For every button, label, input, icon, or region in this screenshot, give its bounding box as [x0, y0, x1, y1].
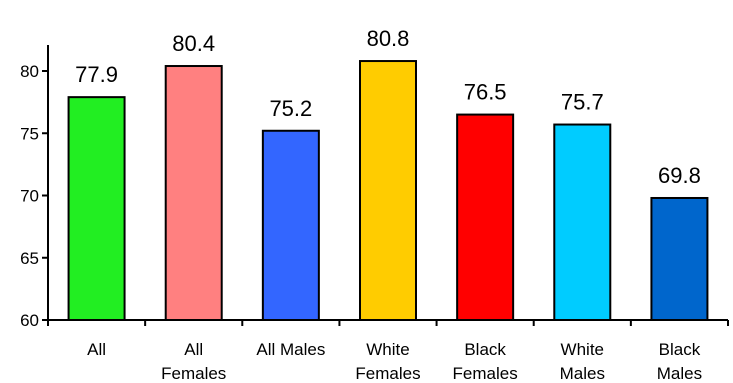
- data-label: 77.9: [75, 62, 118, 87]
- data-label: 75.7: [561, 90, 604, 115]
- bars: [67, 60, 709, 322]
- y-tick-label: 75: [20, 124, 39, 143]
- x-tick-label: Black Females: [453, 340, 518, 383]
- bar: [261, 129, 320, 321]
- y-tick-label: 70: [20, 187, 39, 206]
- bar: [553, 123, 612, 321]
- y-tick-label: 65: [20, 249, 39, 268]
- data-label: 69.8: [658, 163, 701, 188]
- value-labels: 77.9 80.4 75.2 80.8 76.5 75.7 69.8: [75, 26, 701, 188]
- x-tick-label: White Females: [355, 340, 420, 383]
- bar: [67, 96, 126, 321]
- category-labels: All All Females All Males White Females Black F…: [87, 340, 702, 383]
- y-tick-label: 80: [20, 62, 39, 81]
- bar: [164, 65, 223, 321]
- data-label: 76.5: [464, 80, 507, 105]
- x-tick-label: All Males: [256, 340, 325, 359]
- x-tick-label: White Males: [560, 340, 605, 383]
- bar: [456, 113, 515, 321]
- data-label: 75.2: [269, 96, 312, 121]
- x-tick-label: Black Males: [657, 340, 702, 383]
- x-tick-label: All: [87, 340, 106, 359]
- bar: [359, 60, 417, 321]
- x-tick-label: All Females: [161, 340, 226, 383]
- y-tick-label: 60: [20, 311, 39, 330]
- y-axis: 60 65 70 75 80: [20, 45, 49, 330]
- data-label: 80.4: [172, 31, 215, 56]
- data-label: 80.8: [367, 26, 410, 51]
- bar: [650, 196, 709, 322]
